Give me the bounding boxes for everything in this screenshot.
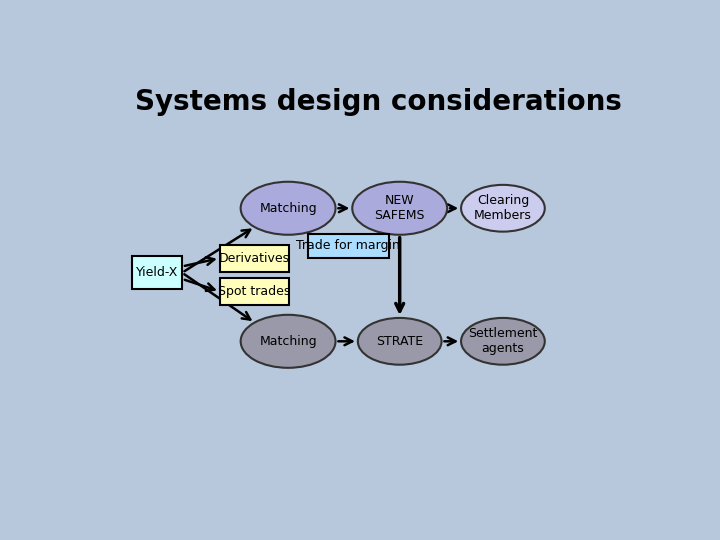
- Ellipse shape: [358, 318, 441, 365]
- Text: Matching: Matching: [259, 335, 317, 348]
- Ellipse shape: [352, 182, 447, 235]
- Text: Systems design considerations: Systems design considerations: [135, 88, 621, 116]
- Ellipse shape: [461, 185, 545, 232]
- Text: Spot trades: Spot trades: [218, 285, 291, 298]
- FancyBboxPatch shape: [220, 245, 289, 272]
- Text: Derivatives: Derivatives: [219, 252, 290, 265]
- Text: NEW
SAFEMS: NEW SAFEMS: [374, 194, 425, 222]
- FancyBboxPatch shape: [220, 278, 289, 305]
- Text: Yield-X: Yield-X: [136, 266, 178, 279]
- Text: Matching: Matching: [259, 202, 317, 215]
- Text: Trade for margin: Trade for margin: [297, 239, 400, 252]
- Ellipse shape: [240, 182, 336, 235]
- FancyBboxPatch shape: [308, 234, 389, 258]
- Ellipse shape: [461, 318, 545, 365]
- Text: STRATE: STRATE: [376, 335, 423, 348]
- Text: Clearing
Members: Clearing Members: [474, 194, 532, 222]
- Text: Settlement
agents: Settlement agents: [468, 327, 538, 355]
- FancyBboxPatch shape: [132, 256, 182, 289]
- Ellipse shape: [240, 315, 336, 368]
